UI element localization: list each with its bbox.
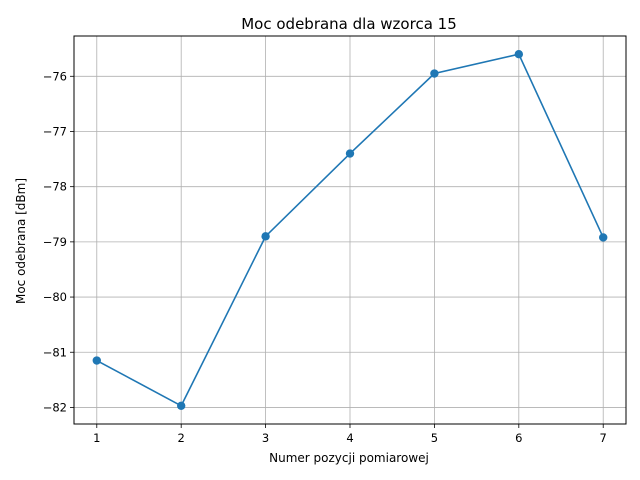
x-tick-label: 3 bbox=[262, 431, 269, 445]
data-point bbox=[430, 69, 439, 78]
x-tick-label: 7 bbox=[600, 431, 607, 445]
y-axis-label: Moc odebrana [dBm] bbox=[14, 178, 28, 304]
y-tick-label: −77 bbox=[43, 124, 67, 138]
data-point bbox=[599, 233, 608, 242]
data-point bbox=[92, 356, 101, 365]
series-line bbox=[92, 50, 608, 410]
y-tick-label: −76 bbox=[43, 69, 67, 83]
x-tick-label: 2 bbox=[178, 431, 185, 445]
x-axis-label: Numer pozycji pomiarowej bbox=[269, 451, 429, 465]
axis-ticks: 1 2 3 4 5 6 7 −82 −81 −80 −79 −78 −77 −76 bbox=[43, 69, 607, 445]
y-tick-label: −78 bbox=[43, 180, 67, 194]
x-tick-label: 1 bbox=[93, 431, 100, 445]
x-tick-label: 6 bbox=[515, 431, 522, 445]
data-point bbox=[514, 50, 524, 59]
y-tick-label: −81 bbox=[43, 345, 67, 359]
x-tick-label: 4 bbox=[346, 431, 353, 445]
data-point bbox=[261, 232, 270, 241]
chart-title: Moc odebrana dla wzorca 15 bbox=[241, 15, 457, 33]
data-point bbox=[345, 149, 355, 158]
x-tick-label: 5 bbox=[431, 431, 438, 445]
y-tick-label: −80 bbox=[43, 290, 67, 304]
data-point bbox=[176, 401, 186, 410]
y-tick-label: −82 bbox=[43, 400, 67, 414]
grid bbox=[74, 36, 626, 424]
y-tick-label: −79 bbox=[43, 235, 67, 249]
